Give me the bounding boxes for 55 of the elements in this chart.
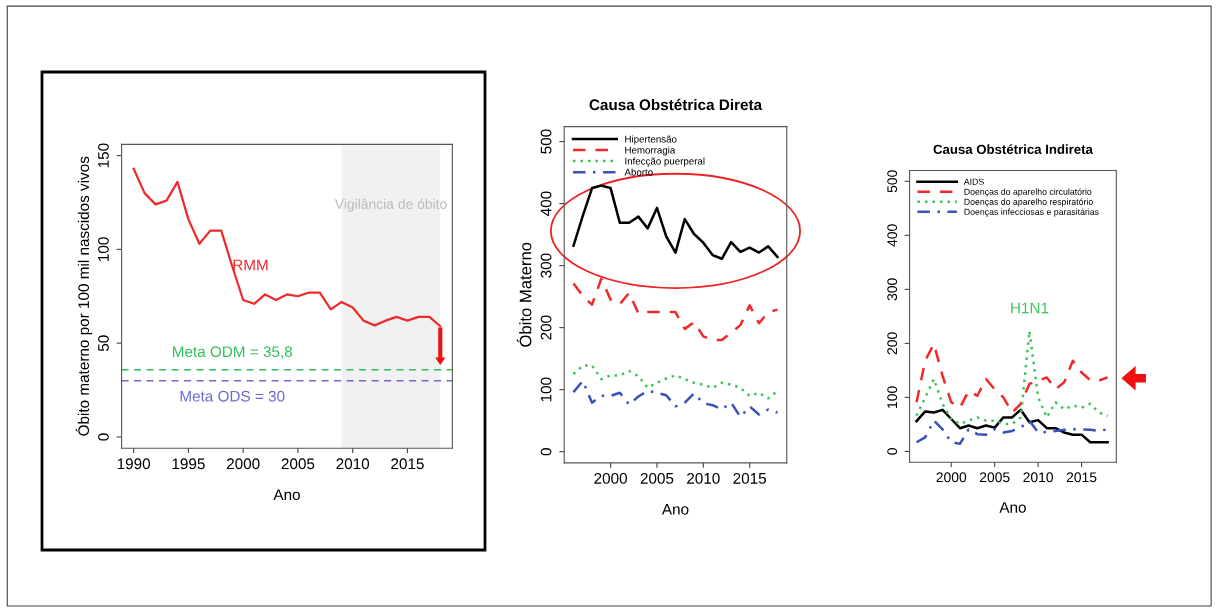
line-series xyxy=(915,419,1109,446)
x-tick-label: 2000 xyxy=(226,458,260,470)
x-tick-label: 1990 xyxy=(117,458,151,470)
legend-label: Infecção puerperal xyxy=(625,157,705,167)
y-axis-title: Óbito materno por 100 mil nascidos vivos xyxy=(75,156,93,436)
x-tick-label: 2015 xyxy=(733,472,767,484)
y-tick-label: 300 xyxy=(540,253,552,278)
legend-label: Hemorragia xyxy=(625,146,676,156)
x-tick-label: 2005 xyxy=(979,472,1010,483)
chart-title: Causa Obstétrica Indireta xyxy=(933,144,1093,154)
y-tick-label: 500 xyxy=(540,129,552,154)
y-axis-title: Óbito Materno xyxy=(516,242,532,347)
line-series xyxy=(915,408,1109,444)
x-axis-title: Ano xyxy=(273,489,300,501)
y-tick-label: 0 xyxy=(98,433,109,441)
x-tick-label: 2005 xyxy=(640,472,674,484)
x-axis-title: Ano xyxy=(999,502,1026,513)
line-series xyxy=(572,379,779,419)
y-tick-label: 100 xyxy=(540,377,552,402)
y-tick-label: 50 xyxy=(98,335,109,352)
x-tick-label: 2015 xyxy=(1066,472,1097,483)
y-tick-label: 0 xyxy=(887,448,898,455)
x-tick-label: 2015 xyxy=(391,458,424,470)
line-series xyxy=(915,329,1109,426)
legend-label: Doenças do aparelho circulatório xyxy=(964,188,1092,197)
x-tick-label: 2005 xyxy=(281,458,315,470)
legend-label: Doenças infecciosas e parasitárias xyxy=(964,208,1099,217)
x-tick-label: 2000 xyxy=(936,472,967,483)
ref-line-label: Meta ODM = 35,8 xyxy=(172,346,293,359)
y-tick-label: 0 xyxy=(540,448,552,456)
y-tick-label: 100 xyxy=(98,237,109,261)
y-tick-label: 150 xyxy=(98,143,109,168)
legend-label: Doenças do aparelho respiratório xyxy=(964,198,1093,207)
series-label: RMM xyxy=(233,259,268,271)
ref-line-label: Meta ODS = 30 xyxy=(180,390,285,402)
line-series xyxy=(572,364,779,400)
legend-label: Aborto xyxy=(624,168,653,176)
line-series xyxy=(572,184,779,261)
x-tick-label: 2010 xyxy=(1023,472,1054,483)
legend-label: Hipertensão xyxy=(625,135,677,145)
legend-label: AIDS xyxy=(963,178,984,185)
y-tick-label: 400 xyxy=(540,191,552,216)
y-tick-label: 200 xyxy=(540,315,552,340)
y-tick-label: 200 xyxy=(887,332,898,355)
x-tick-label: 2010 xyxy=(687,472,720,484)
x-tick-label: 2010 xyxy=(336,458,370,470)
annotation: H1N1 xyxy=(1011,302,1049,314)
x-tick-label: 1995 xyxy=(172,458,205,470)
y-tick-label: 400 xyxy=(887,224,898,247)
x-tick-label: 2000 xyxy=(594,472,627,484)
x-axis-title: Ano xyxy=(661,504,689,515)
chart-title: Causa Obstétrica Direta xyxy=(589,98,763,111)
y-tick-label: 500 xyxy=(887,170,898,193)
y-tick-label: 300 xyxy=(887,278,898,301)
y-tick-label: 100 xyxy=(887,386,898,408)
